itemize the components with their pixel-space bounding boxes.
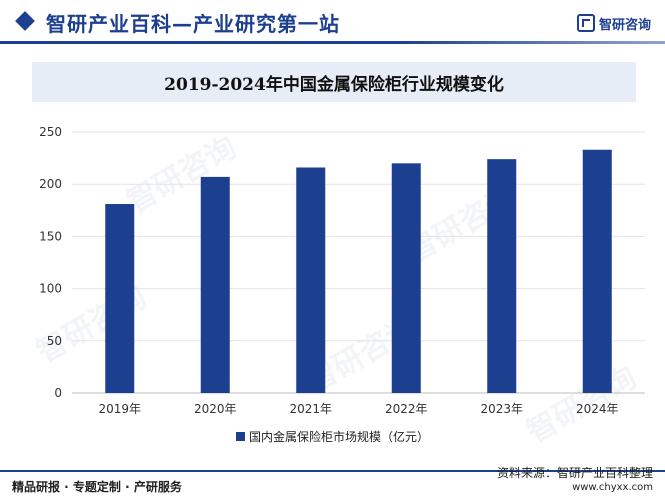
bar [296,167,326,393]
x-tick-label: 2024年 [576,402,619,416]
bar [391,163,421,393]
brand-logo: 智研咨询 [576,12,651,34]
x-tick-label: 2019年 [98,402,141,416]
x-tick-label: 2021年 [289,402,332,416]
footer-source: 资料来源：智研产业百科整理 [496,466,653,480]
y-tick-label: 200 [39,177,62,191]
footer-services: 精品研报 · 专题定制 · 产研服务 [12,480,182,494]
header-title: 智研产业百科—产业研究第一站 [46,12,340,36]
legend-label: 国内金属保险柜市场规模（亿元） [248,430,429,444]
header-divider [0,41,665,44]
legend-swatch [235,432,245,441]
y-tick-label: 150 [39,229,62,243]
x-tick-label: 2022年 [385,402,428,416]
bar [487,159,517,393]
footer-url: www.chyxx.com [572,482,653,493]
y-tick-label: 0 [54,386,62,400]
chart-legend: 国内金属保险柜市场规模（亿元） [0,428,665,445]
bar [105,204,135,393]
bar [582,149,612,393]
header-bar: 智研产业百科—产业研究第一站 智研咨询 [0,0,665,44]
zhiyan-logo-icon [576,14,595,32]
y-tick-label: 250 [39,125,62,139]
y-tick-label: 50 [47,334,62,348]
bar [200,176,230,393]
footer-divider [0,470,665,472]
logo-text: 智研咨询 [598,17,651,33]
chart-title-band: 2019-2024年中国金属保险柜行业规模变化 [32,62,636,102]
x-tick-label: 2023年 [480,402,523,416]
chart-title: 2019-2024年中国金属保险柜行业规模变化 [164,74,504,95]
y-tick-label: 100 [39,282,62,296]
x-tick-label: 2020年 [194,402,237,416]
